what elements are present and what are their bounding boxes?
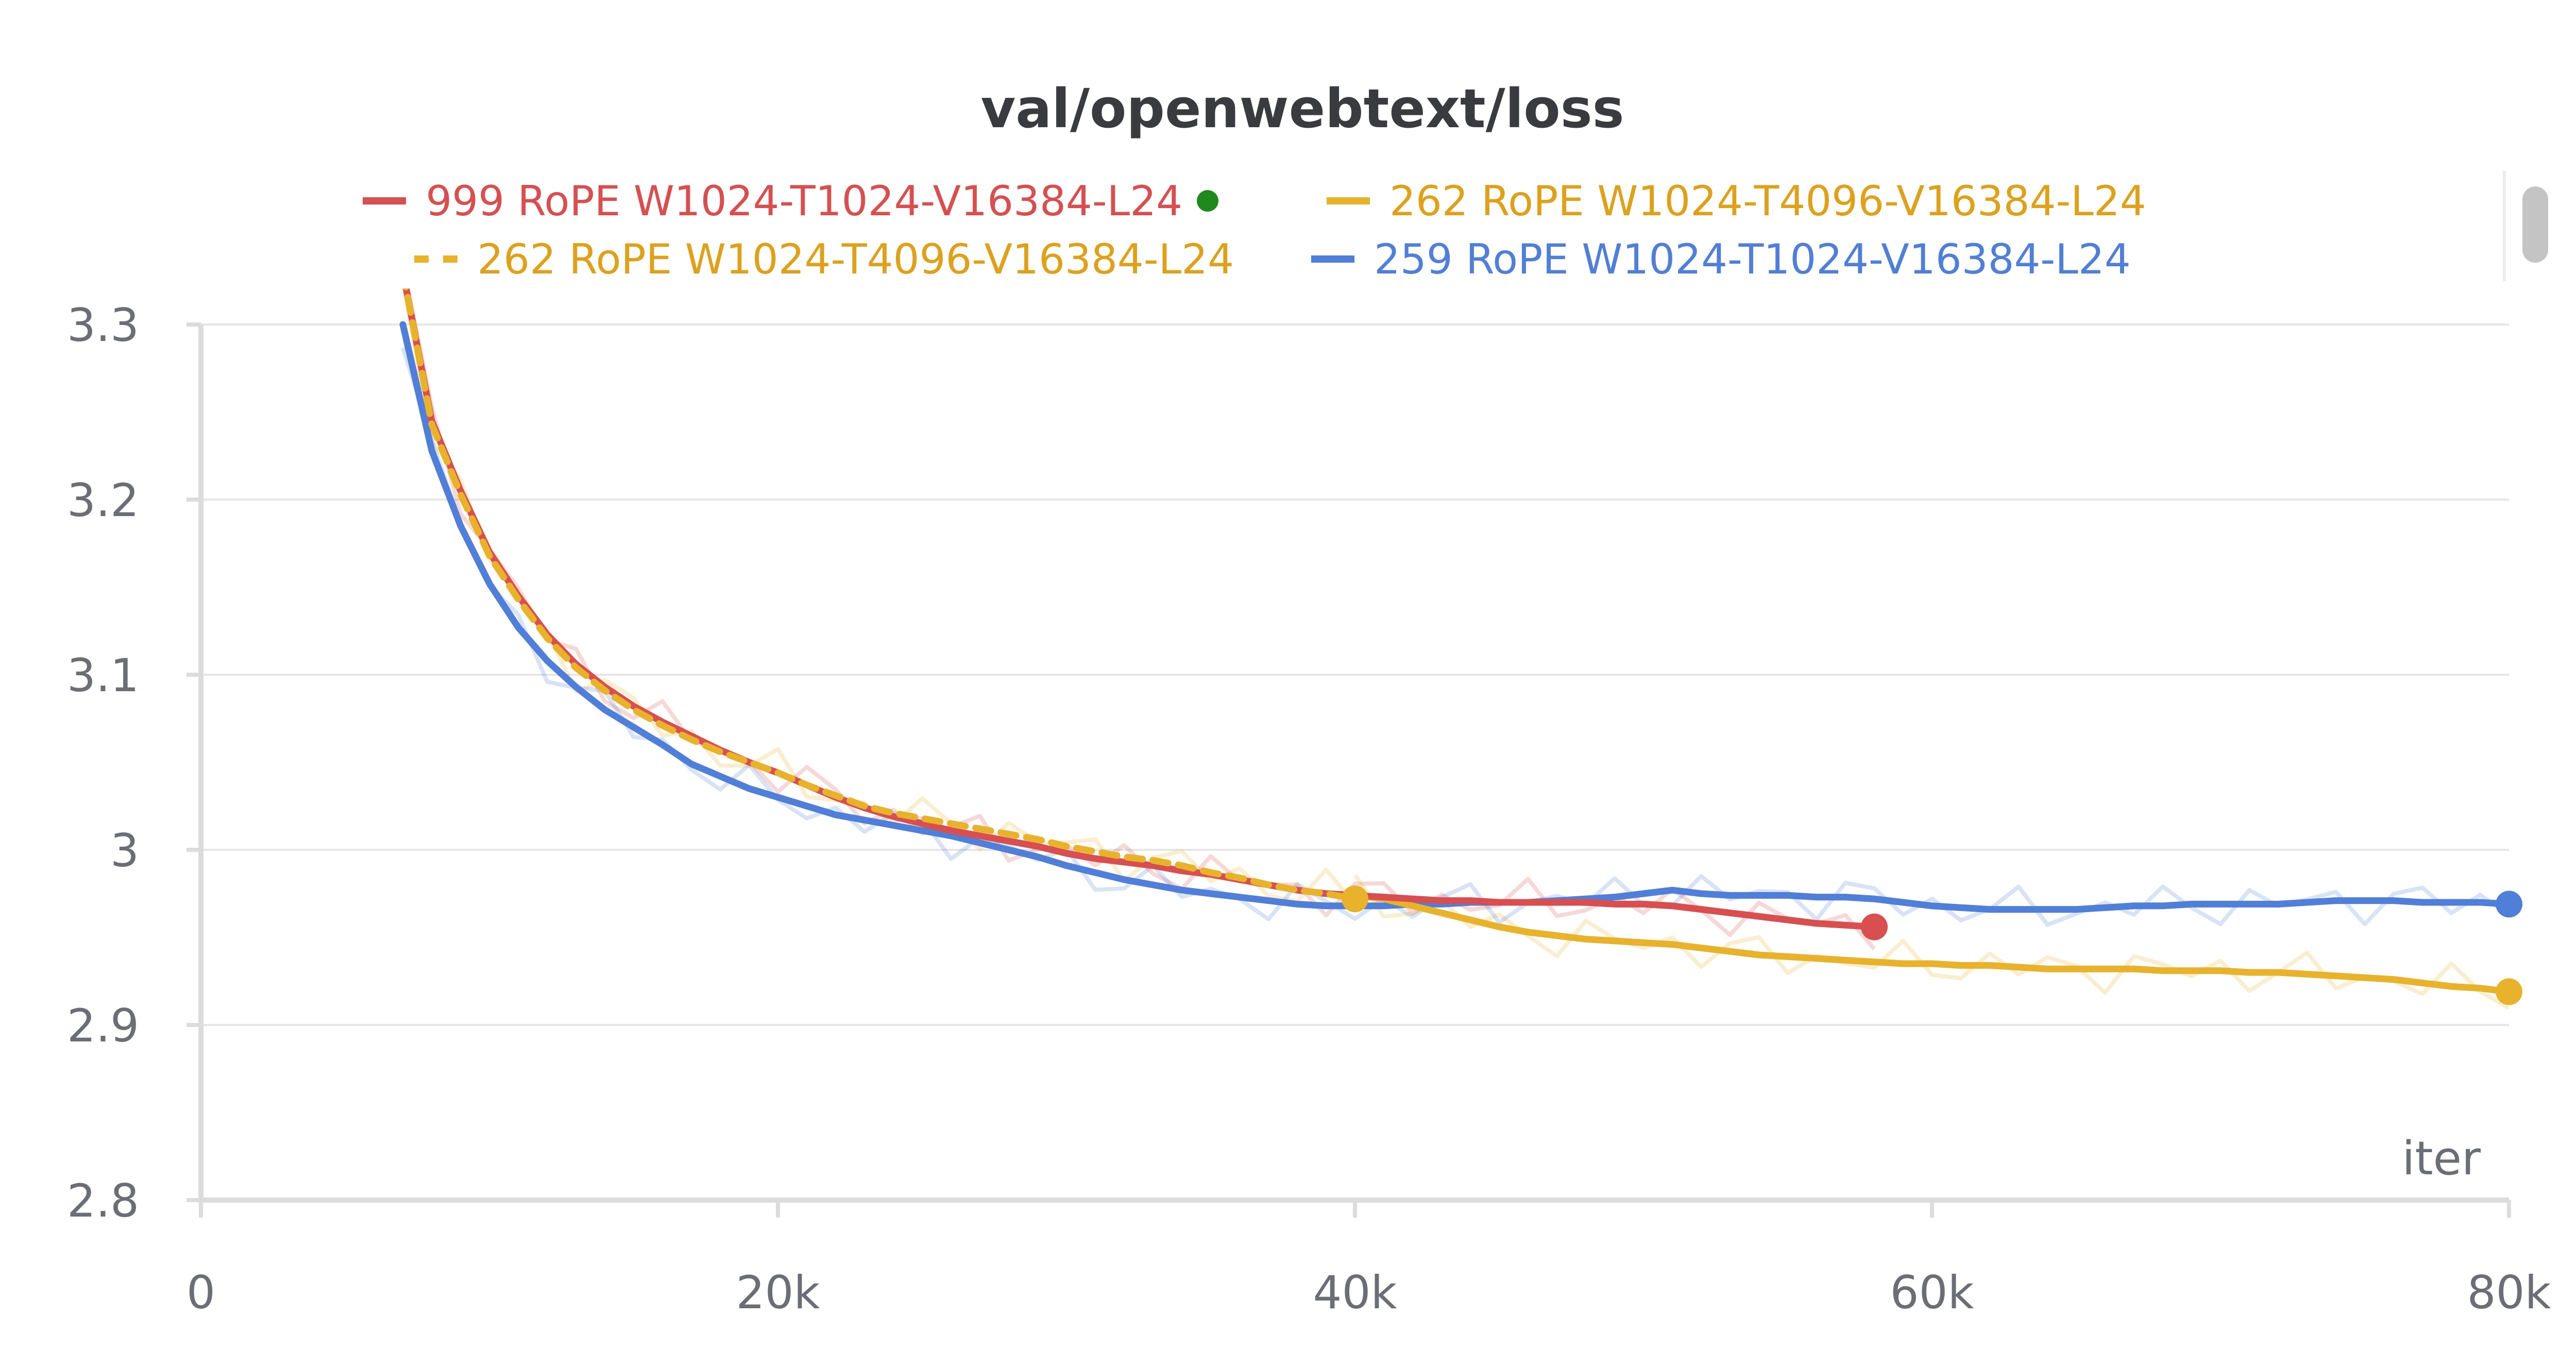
legend-scrollbar-thumb[interactable]: [2522, 186, 2548, 263]
legend-swatch-blue: [1311, 255, 1354, 263]
series-end-marker: [1342, 885, 1368, 913]
chart-title: val/openwebtext/loss: [980, 77, 1624, 140]
y-tick-label: 3: [110, 824, 139, 877]
y-tick-label: 3.2: [67, 474, 139, 527]
series-lines: [399, 272, 2509, 1010]
axes: [187, 322, 2511, 1218]
legend-row-2: 262 RoPE W1024-T4096-V16384-L24 259 RoPE…: [0, 231, 2509, 287]
series-raw-trace: [405, 288, 1876, 950]
legend-label: 999 RoPE W1024-T1024-V16384-L24: [426, 177, 1182, 225]
legend-label: 262 RoPE W1024-T4096-V16384-L24: [477, 235, 1234, 283]
series-end-marker: [2496, 891, 2522, 918]
legend-row-1: 999 RoPE W1024-T1024-V16384-L24 262 RoPE…: [0, 173, 2509, 229]
legend-item-259-rope[interactable]: 259 RoPE W1024-T1024-V16384-L24: [1311, 231, 2131, 287]
series-line[interactable]: [399, 321, 2509, 913]
series-line[interactable]: [402, 272, 1359, 902]
series-raw-trace: [1353, 874, 2509, 1010]
legend-item-262-rope-solid[interactable]: 262 RoPE W1024-T4096-V16384-L24: [1327, 173, 2146, 229]
x-axis-label: iter: [2402, 1132, 2481, 1186]
series-line[interactable]: [402, 272, 1878, 931]
legend-scrollbar[interactable]: [2503, 171, 2557, 281]
legend-label: 259 RoPE W1024-T1024-V16384-L24: [1374, 235, 2131, 283]
legend-item-999-rope[interactable]: 999 RoPE W1024-T1024-V16384-L24: [363, 173, 1218, 229]
legend-item-262-rope-dashed[interactable]: 262 RoPE W1024-T4096-V16384-L24: [414, 231, 1234, 287]
x-tick-label: 60k: [1890, 1266, 1974, 1319]
series-raw-trace: [401, 347, 2509, 927]
y-tick-label: 2.9: [67, 999, 139, 1052]
x-tick-label: 20k: [736, 1266, 820, 1319]
y-tick-label: 3.1: [67, 649, 139, 702]
legend-swatch-yellow: [1327, 197, 1370, 204]
x-tick-label: 40k: [1313, 1266, 1397, 1319]
axis-labels: iter 2.8 2.9 3 3.1 3.2 3.3 0 20k 40k 60k 80k: [67, 299, 2551, 1319]
series-end-marker: [2496, 978, 2522, 1005]
highlight-dot-icon: [1197, 190, 1218, 212]
y-tick-label: 3.3: [67, 299, 139, 352]
series-line[interactable]: [1351, 892, 2509, 995]
legend-swatch-yellow-dashed: [414, 255, 458, 263]
series-end-marker: [1861, 913, 1888, 940]
legend-swatch-red: [363, 197, 406, 204]
x-tick-label: 0: [187, 1266, 215, 1319]
y-tick-label: 2.8: [67, 1174, 139, 1227]
series-end-markers: [1342, 885, 2522, 1005]
legend-label: 262 RoPE W1024-T4096-V16384-L24: [1389, 177, 2146, 225]
x-tick-label: 80k: [2467, 1266, 2551, 1319]
